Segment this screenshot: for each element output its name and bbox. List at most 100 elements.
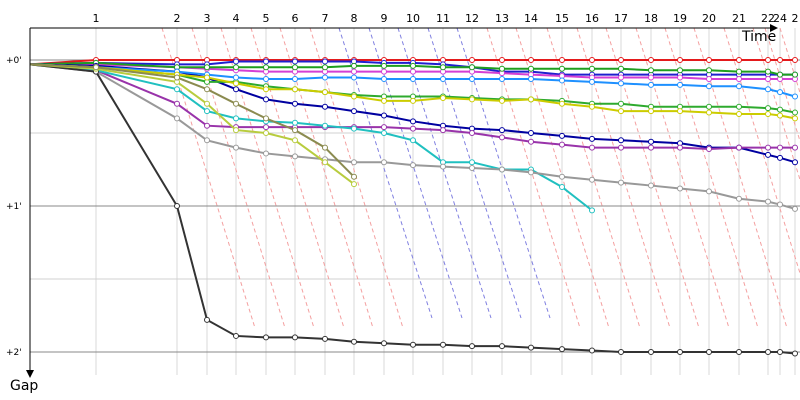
- data-point: [765, 144, 771, 151]
- data-point: [499, 343, 505, 350]
- data-point: [469, 343, 475, 350]
- data-point: [792, 57, 798, 63]
- data-point: [351, 108, 357, 115]
- data-point: [263, 58, 269, 65]
- data-point: [792, 205, 798, 212]
- data-point: [648, 67, 654, 74]
- data-point: [233, 127, 239, 134]
- data-point: [589, 144, 595, 151]
- data-point: [589, 65, 595, 72]
- data-point: [292, 153, 298, 160]
- data-point: [765, 75, 771, 82]
- data-point: [618, 144, 624, 151]
- data-point: [410, 75, 416, 82]
- data-point: [589, 78, 595, 85]
- data-point: [204, 100, 210, 107]
- data-point: [777, 89, 783, 96]
- data-point: [263, 75, 269, 82]
- data-point: [174, 100, 180, 107]
- data-point: [292, 137, 298, 144]
- data-point: [322, 103, 328, 110]
- data-point: [381, 159, 387, 166]
- x-tick-label: 19: [673, 12, 687, 25]
- data-point: [559, 77, 565, 84]
- data-point: [381, 75, 387, 82]
- data-point: [618, 108, 624, 115]
- data-point: [204, 108, 210, 115]
- data-point: [706, 83, 712, 90]
- data-point: [322, 58, 328, 65]
- data-point: [706, 188, 712, 195]
- data-point: [351, 62, 357, 69]
- data-point: [233, 100, 239, 107]
- data-point: [381, 68, 387, 75]
- data-point: [528, 65, 534, 72]
- data-point: [528, 344, 534, 351]
- data-point: [618, 179, 624, 186]
- data-point: [648, 349, 654, 355]
- data-point: [765, 68, 771, 75]
- data-point: [706, 57, 712, 63]
- data-point: [528, 169, 534, 176]
- data-point: [204, 137, 210, 144]
- data-point: [263, 130, 269, 136]
- x-tick-label: 3: [204, 12, 211, 25]
- y-axis-arrow: [26, 370, 34, 378]
- data-point: [233, 64, 239, 71]
- series-4: [29, 59, 798, 78]
- data-point: [410, 118, 416, 125]
- data-point: [736, 57, 742, 63]
- data-point: [263, 86, 269, 93]
- data-point: [174, 74, 180, 81]
- data-point: [677, 144, 683, 151]
- data-point: [322, 159, 328, 166]
- data-point: [736, 349, 742, 355]
- data-point: [469, 64, 475, 71]
- series-12: [29, 63, 798, 357]
- x-tick-label: 14: [524, 12, 538, 25]
- lap-dashed-line: [723, 27, 800, 275]
- x-tick-label: 17: [614, 12, 628, 25]
- data-point: [777, 71, 783, 78]
- data-point: [440, 75, 446, 82]
- x-tick-label: 4: [233, 12, 240, 25]
- data-point: [589, 176, 595, 183]
- data-point: [440, 64, 446, 71]
- data-point: [648, 57, 654, 63]
- data-point: [469, 130, 475, 136]
- data-point: [792, 115, 798, 122]
- data-point: [410, 62, 416, 69]
- data-point: [528, 57, 534, 63]
- x-tick-label: 18: [644, 12, 658, 25]
- data-point: [410, 68, 416, 75]
- data-point: [381, 130, 387, 136]
- data-point: [292, 75, 298, 82]
- data-point: [410, 97, 416, 104]
- data-point: [204, 316, 210, 323]
- data-point: [618, 100, 624, 107]
- data-point: [677, 67, 683, 74]
- data-point: [528, 130, 534, 136]
- data-point: [440, 94, 446, 101]
- data-point: [528, 75, 534, 82]
- data-point: [292, 86, 298, 93]
- data-point: [263, 334, 269, 341]
- data-point: [292, 334, 298, 341]
- data-point: [765, 349, 771, 355]
- data-point: [381, 124, 387, 131]
- data-point: [677, 108, 683, 115]
- x-axis-title: Time: [741, 29, 776, 45]
- data-point: [559, 57, 565, 63]
- data-point: [410, 341, 416, 348]
- data-point: [292, 58, 298, 65]
- data-point: [174, 203, 180, 209]
- data-point: [528, 96, 534, 103]
- data-point: [559, 141, 565, 148]
- data-point: [618, 80, 624, 87]
- data-point: [322, 122, 328, 129]
- x-tick-label: 15: [555, 12, 569, 25]
- data-point: [233, 144, 239, 151]
- data-point: [263, 124, 269, 131]
- data-point: [381, 97, 387, 104]
- x-tick-label: 8: [351, 12, 358, 25]
